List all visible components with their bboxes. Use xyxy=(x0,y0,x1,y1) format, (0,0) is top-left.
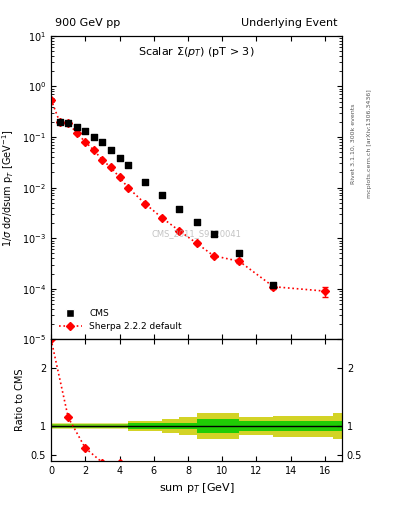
Point xyxy=(270,281,277,289)
Text: Underlying Event: Underlying Event xyxy=(241,18,338,28)
Point xyxy=(236,249,242,258)
X-axis label: sum p$_T$ [GeV]: sum p$_T$ [GeV] xyxy=(159,481,234,495)
Point xyxy=(211,230,217,238)
Point xyxy=(91,133,97,141)
Text: CMS_2011_S9120041: CMS_2011_S9120041 xyxy=(152,229,241,238)
Text: Rivet 3.1.10, 300k events: Rivet 3.1.10, 300k events xyxy=(351,103,356,184)
Text: Scalar $\Sigma(p_T)$ (pT > 3): Scalar $\Sigma(p_T)$ (pT > 3) xyxy=(138,45,255,59)
Point xyxy=(108,146,114,154)
Point xyxy=(73,122,80,131)
Point xyxy=(142,178,148,186)
Point xyxy=(65,119,72,127)
Point xyxy=(116,154,123,162)
Point xyxy=(125,161,131,169)
Point xyxy=(176,205,182,214)
Point xyxy=(99,138,106,146)
Point xyxy=(193,218,200,226)
Point xyxy=(57,118,63,126)
Text: mcplots.cern.ch [arXiv:1306.3436]: mcplots.cern.ch [arXiv:1306.3436] xyxy=(367,89,372,198)
Y-axis label: 1/$\sigma$ d$\sigma$/dsum p$_T$ [GeV$^{-1}$]: 1/$\sigma$ d$\sigma$/dsum p$_T$ [GeV$^{-… xyxy=(1,129,17,247)
Legend: CMS, Sherpa 2.2.2 default: CMS, Sherpa 2.2.2 default xyxy=(55,305,185,335)
Point xyxy=(159,191,165,200)
Text: 900 GeV pp: 900 GeV pp xyxy=(55,18,120,28)
Point xyxy=(82,127,88,135)
Point xyxy=(321,397,328,406)
Y-axis label: Ratio to CMS: Ratio to CMS xyxy=(15,369,25,431)
